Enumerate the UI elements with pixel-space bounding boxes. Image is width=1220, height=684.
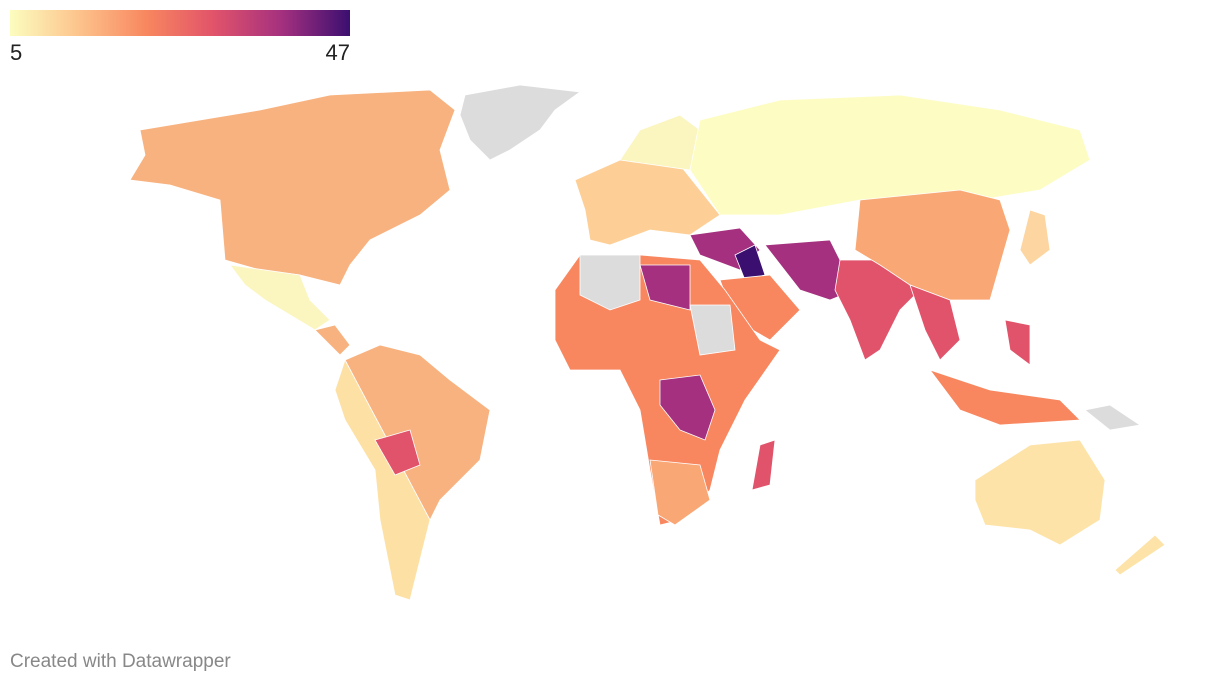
- country: [854, 189, 1011, 301]
- country: [459, 84, 582, 161]
- country: [1084, 404, 1142, 431]
- country: [1004, 319, 1031, 366]
- country: [314, 324, 351, 356]
- country: [619, 114, 701, 171]
- legend-max-label: 47: [326, 40, 350, 65]
- country: [1114, 534, 1166, 576]
- country: [928, 369, 1081, 426]
- countries: [129, 84, 1166, 601]
- country: [659, 374, 716, 441]
- country: [974, 439, 1106, 546]
- country: [374, 429, 421, 476]
- country: [639, 264, 691, 311]
- legend-gradient: [10, 10, 350, 36]
- credit: Created with Datawrapper: [10, 651, 231, 672]
- country: [344, 344, 491, 521]
- country: [334, 358, 431, 601]
- country: [751, 439, 776, 491]
- country: [649, 459, 711, 526]
- country: [689, 304, 736, 356]
- country: [1019, 209, 1051, 266]
- country: [129, 89, 456, 286]
- country: [579, 254, 641, 311]
- country: [734, 244, 766, 281]
- legend-min-label: 5: [10, 40, 22, 65]
- country: [909, 284, 961, 361]
- country: [689, 94, 1091, 216]
